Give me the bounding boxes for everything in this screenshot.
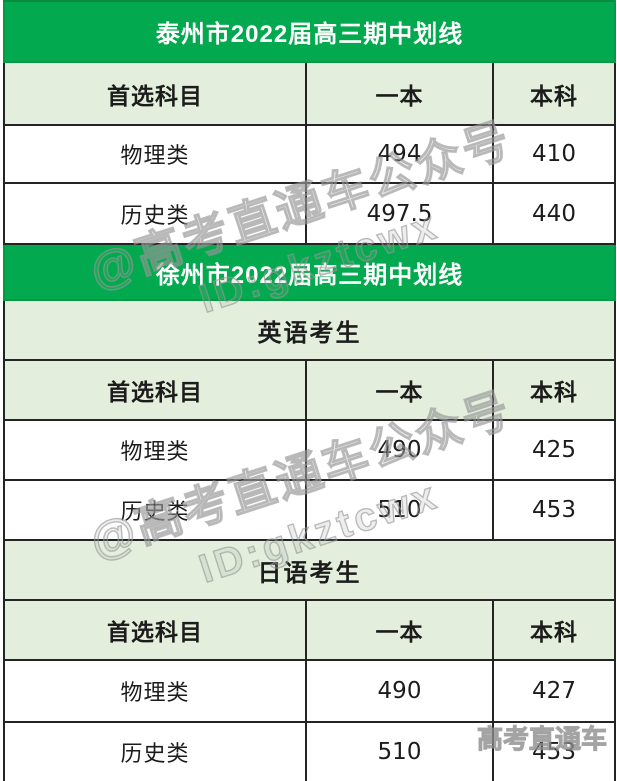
subject-cell: 历史类 [3, 479, 307, 541]
column-header-undergrad: 本科 [491, 61, 617, 126]
subgroup-banner-row: 英语考生 [2, 299, 617, 361]
table-row: 历史类 510 453 [3, 479, 617, 541]
score-cell: 490 [305, 419, 494, 481]
score-cell: 453 [491, 721, 617, 781]
subject-cell: 历史类 [3, 182, 307, 245]
column-header-subject: 首选科目 [3, 359, 307, 421]
column-header-row: 首选科目 一本 本科 [3, 359, 617, 421]
subgroup-banner-japanese: 日语考生 [2, 539, 617, 601]
table-row: 物理类 490 425 [3, 419, 617, 481]
score-cell: 440 [491, 182, 617, 245]
subgroup-banner-row: 日语考生 [2, 539, 617, 601]
subject-cell: 物理类 [3, 124, 307, 184]
column-header-row: 首选科目 一本 本科 [3, 599, 617, 661]
subgroup-banner-english: 英语考生 [2, 299, 617, 361]
score-cell: 425 [491, 419, 617, 481]
section-banner-row: 泰州市2022届高三期中划线 [2, 0, 617, 63]
table-row: 历史类 497.5 440 [3, 182, 617, 245]
score-cell: 453 [491, 479, 617, 541]
table-row: 物理类 494 410 [3, 124, 617, 184]
column-header-row: 首选科目 一本 本科 [3, 61, 617, 126]
column-header-tier1: 一本 [305, 61, 494, 126]
column-header-undergrad: 本科 [491, 359, 617, 421]
column-header-subject: 首选科目 [3, 61, 307, 126]
score-cell: 427 [491, 659, 617, 723]
score-cell: 490 [305, 659, 494, 723]
section-banner-xuzhou: 徐州市2022届高三期中划线 [2, 243, 617, 301]
subject-cell: 物理类 [3, 419, 307, 481]
score-cell: 510 [305, 721, 494, 781]
score-cell: 494 [305, 124, 494, 184]
subject-cell: 历史类 [3, 721, 307, 781]
score-cell: 497.5 [305, 182, 494, 245]
column-header-undergrad: 本科 [491, 599, 617, 661]
score-cell: 510 [305, 479, 494, 541]
section-banner-taizhou: 泰州市2022届高三期中划线 [2, 0, 617, 63]
subject-cell: 物理类 [3, 659, 307, 723]
score-cell: 410 [491, 124, 617, 184]
column-header-tier1: 一本 [305, 599, 494, 661]
column-header-tier1: 一本 [305, 359, 494, 421]
table-row: 历史类 510 453 [3, 721, 617, 781]
column-header-subject: 首选科目 [3, 599, 307, 661]
table-row: 物理类 490 427 [3, 659, 617, 723]
section-banner-row: 徐州市2022届高三期中划线 [2, 243, 617, 301]
